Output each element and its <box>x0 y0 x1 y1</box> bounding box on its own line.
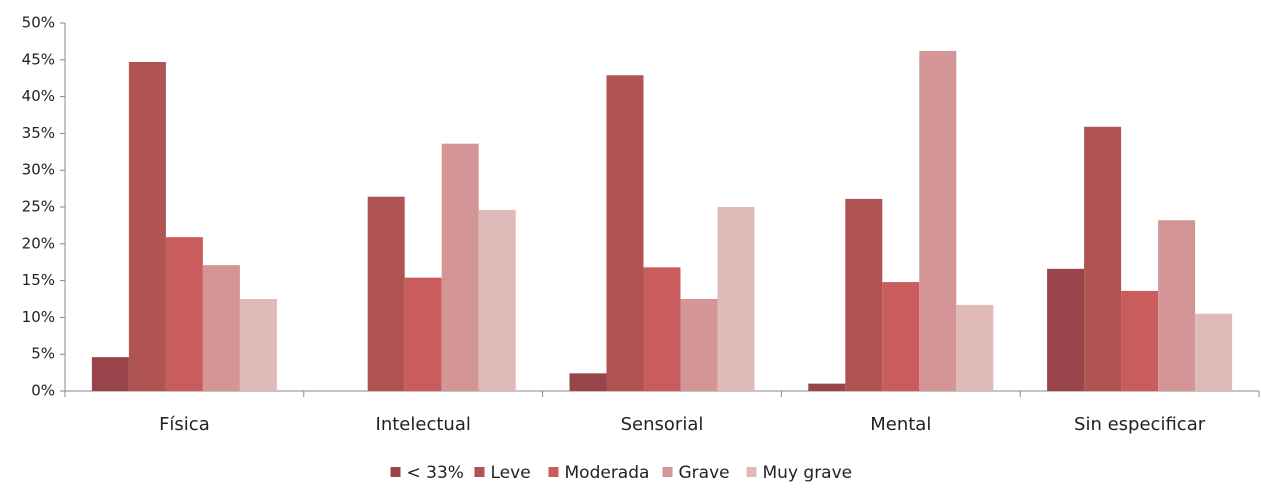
legend-swatch <box>390 467 401 477</box>
bar <box>239 299 277 391</box>
legend-swatch <box>548 467 559 477</box>
legend-swatch <box>746 467 757 477</box>
bar <box>643 267 681 391</box>
bar <box>956 304 994 391</box>
y-tick-label: 30% <box>22 161 55 179</box>
y-tick-label: 10% <box>22 308 55 326</box>
bar <box>1195 313 1233 391</box>
bar <box>478 209 516 391</box>
legend-label: < 33% <box>407 463 464 483</box>
bar <box>680 299 718 391</box>
legend-swatch <box>662 467 673 477</box>
bar <box>882 282 920 391</box>
bar <box>1121 290 1159 391</box>
y-tick-label: 50% <box>22 14 55 32</box>
bar <box>1158 220 1196 391</box>
legend-label: Grave <box>679 463 730 483</box>
legend-label: Leve <box>491 463 531 483</box>
y-tick-label: 25% <box>22 198 55 216</box>
y-tick-label: 15% <box>22 271 55 289</box>
y-tick-label: 45% <box>22 50 55 68</box>
y-tick-label: 5% <box>31 345 55 363</box>
y-tick-label: 0% <box>31 382 55 400</box>
x-tick-label: Física <box>159 414 210 435</box>
x-tick-label: Mental <box>870 414 931 435</box>
bar <box>128 62 166 392</box>
bar <box>165 237 203 391</box>
bar <box>808 383 846 391</box>
legend-swatch <box>474 467 485 477</box>
bar <box>441 143 479 391</box>
legend-label: Muy grave <box>763 463 853 483</box>
y-tick-label: 35% <box>22 124 55 142</box>
legend-label: Moderada <box>565 463 650 483</box>
y-tick-label: 20% <box>22 234 55 252</box>
x-tick-label: Sensorial <box>621 414 704 435</box>
bar <box>367 196 405 391</box>
bar <box>919 50 957 392</box>
bar <box>404 277 442 391</box>
x-tick-label: Sin especificar <box>1074 414 1206 435</box>
bar <box>1084 126 1122 391</box>
bar <box>845 198 883 391</box>
bar <box>606 75 644 392</box>
y-tick-label: 40% <box>22 87 55 105</box>
x-tick-label: Intelectual <box>376 414 471 435</box>
bar <box>91 357 129 391</box>
bar <box>1047 268 1085 391</box>
bar <box>202 265 240 391</box>
bar <box>717 207 755 391</box>
bar <box>569 373 607 391</box>
